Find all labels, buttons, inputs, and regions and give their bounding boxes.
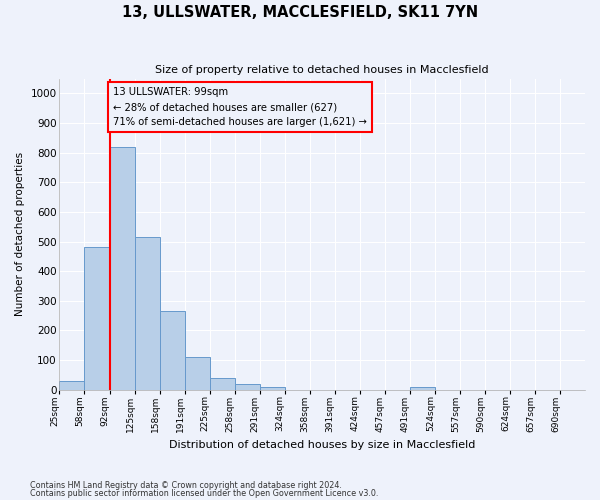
Bar <box>134 237 160 390</box>
Text: Contains public sector information licensed under the Open Government Licence v3: Contains public sector information licen… <box>30 489 379 498</box>
X-axis label: Distribution of detached houses by size in Macclesfield: Distribution of detached houses by size … <box>169 440 475 450</box>
Y-axis label: Number of detached properties: Number of detached properties <box>15 152 25 316</box>
Text: 13 ULLSWATER: 99sqm
← 28% of detached houses are smaller (627)
71% of semi-detac: 13 ULLSWATER: 99sqm ← 28% of detached ho… <box>113 88 367 127</box>
Bar <box>59 381 85 390</box>
Bar <box>110 146 134 390</box>
Text: Contains HM Land Registry data © Crown copyright and database right 2024.: Contains HM Land Registry data © Crown c… <box>30 480 342 490</box>
Bar <box>85 248 110 390</box>
Bar <box>185 357 209 390</box>
Bar <box>235 384 260 390</box>
Bar <box>410 387 435 390</box>
Title: Size of property relative to detached houses in Macclesfield: Size of property relative to detached ho… <box>155 65 489 75</box>
Text: 13, ULLSWATER, MACCLESFIELD, SK11 7YN: 13, ULLSWATER, MACCLESFIELD, SK11 7YN <box>122 5 478 20</box>
Bar <box>160 311 185 390</box>
Bar <box>209 378 235 390</box>
Bar <box>260 387 284 390</box>
